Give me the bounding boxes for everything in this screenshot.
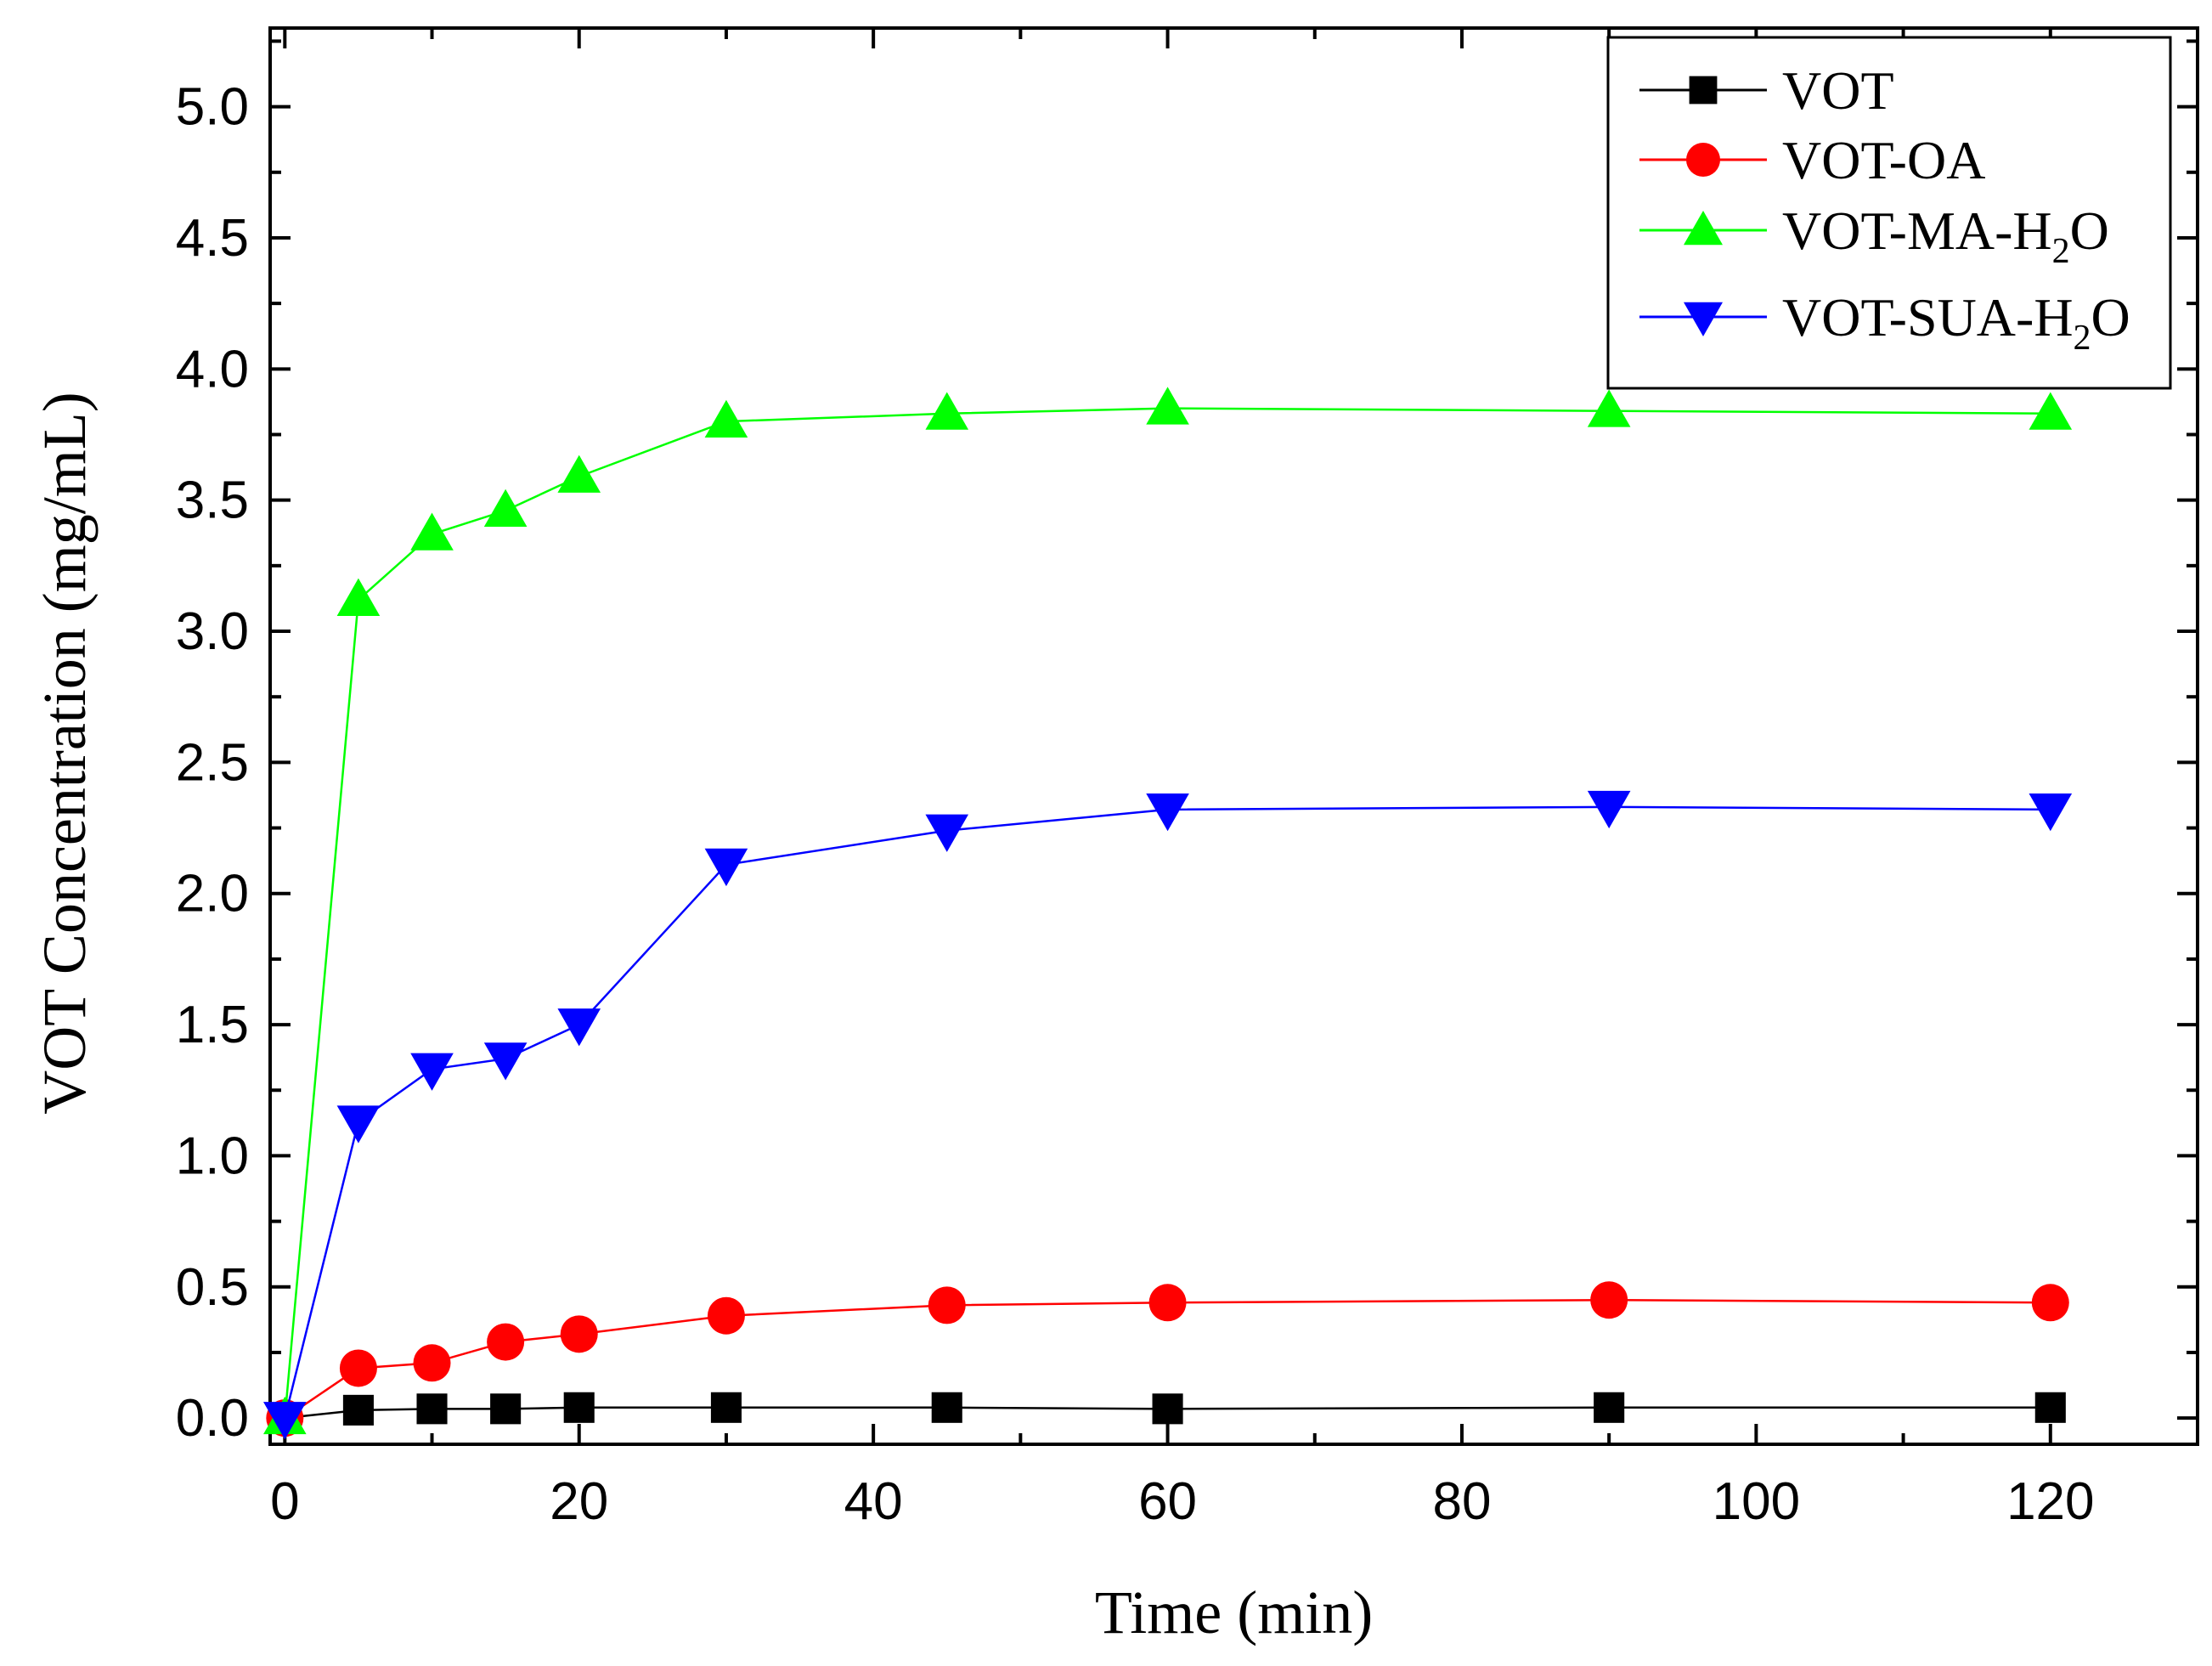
x-tick-label: 0 — [270, 1472, 299, 1531]
data-point — [925, 392, 969, 430]
data-point — [2029, 793, 2073, 832]
data-point — [1594, 1392, 1625, 1423]
data-point — [487, 1323, 525, 1361]
data-point — [1587, 389, 1631, 427]
data-point — [483, 489, 528, 527]
x-tick-label: 80 — [1432, 1472, 1491, 1531]
series-vot-sua-h2o — [263, 790, 2073, 1440]
legend-marker — [1686, 143, 1720, 177]
data-point — [1152, 1393, 1183, 1425]
series-vot — [269, 1392, 2066, 1434]
y-tick-label: 3.5 — [176, 472, 249, 530]
x-tick-label: 120 — [2006, 1472, 2094, 1531]
legend-item-vot-sua-h2o: VOT-SUA-H2O — [1639, 287, 2130, 358]
data-point — [263, 1402, 307, 1440]
data-point — [339, 1349, 377, 1387]
data-point — [410, 1053, 454, 1091]
data-point — [563, 1392, 595, 1423]
data-point — [1590, 1281, 1628, 1319]
plot-frame — [268, 26, 2199, 1446]
x-axis: 0 20 40 60 80 100 120 — [270, 28, 2199, 1531]
data-point — [416, 1393, 448, 1425]
y-tick-label: 1.5 — [176, 996, 249, 1054]
data-point — [336, 1105, 381, 1144]
legend-item-vot-ma-h2o: VOT-MA-H2O — [1639, 200, 2109, 271]
series-layer — [263, 387, 2073, 1440]
legend-label: VOT — [1782, 60, 1894, 121]
data-point — [557, 455, 601, 493]
legend-item-vot-oa: VOT-OA — [1639, 130, 1985, 190]
series-line — [284, 1298, 2051, 1420]
legend-marker — [1684, 302, 1723, 336]
data-point — [2034, 1392, 2066, 1423]
x-tick-label: 60 — [1138, 1472, 1197, 1531]
series-vot-ma-h2o — [263, 387, 2073, 1435]
legend-item-vot: VOT — [1639, 60, 1894, 121]
series-line — [284, 805, 2051, 1419]
data-point — [710, 1392, 742, 1423]
data-point — [560, 1315, 598, 1353]
x-tick-label: 100 — [1713, 1472, 1800, 1531]
legend-marker — [1689, 76, 1718, 104]
data-point — [1146, 387, 1189, 425]
data-point — [483, 1042, 528, 1081]
series-line — [284, 407, 2051, 1419]
data-point — [557, 1008, 601, 1047]
y-tick-label: 0.5 — [176, 1258, 249, 1317]
data-point — [336, 578, 381, 616]
x-tick-label: 20 — [550, 1472, 608, 1531]
data-point — [928, 1286, 966, 1324]
y-tick-label: 0.0 — [176, 1389, 249, 1448]
y-axis-title: VOT Concentration (mg/mL) — [31, 392, 99, 1115]
data-point — [342, 1394, 374, 1426]
legend-label: VOT-MA-H2O — [1782, 200, 2109, 271]
data-point — [490, 1393, 522, 1425]
data-point — [1587, 790, 1631, 829]
y-tick-label: 5.0 — [176, 78, 249, 137]
data-point — [931, 1392, 962, 1423]
legend-label: VOT-SUA-H2O — [1782, 287, 2130, 358]
data-point — [707, 1296, 745, 1335]
legend: VOT VOT-OA VOT-MA-H2O VOT-SUA-H2O — [1606, 36, 2172, 390]
data-point — [704, 848, 748, 887]
data-point — [2029, 392, 2073, 430]
data-point — [413, 1344, 451, 1382]
data-point — [704, 399, 748, 438]
y-tick-label: 3.0 — [176, 602, 249, 661]
y-tick-label: 1.0 — [176, 1127, 249, 1185]
data-point — [410, 512, 454, 551]
legend-marker — [1684, 211, 1723, 246]
y-tick-label: 2.5 — [176, 733, 249, 792]
y-axis: 0.0 0.5 1.0 1.5 2.0 2.5 3.0 3.5 4.0 4.5 5.0 — [176, 39, 2198, 1448]
x-axis-title: Time (min) — [1095, 1578, 1373, 1646]
y-tick-label: 2.0 — [176, 865, 249, 923]
y-tick-label: 4.0 — [176, 340, 249, 398]
data-point — [1148, 1284, 1187, 1322]
y-tick-label: 4.5 — [176, 209, 249, 268]
data-point — [925, 814, 969, 852]
series-vot-oa — [266, 1281, 2069, 1437]
x-tick-label: 40 — [844, 1472, 903, 1531]
data-point — [2031, 1284, 2069, 1322]
legend-label: VOT-OA — [1782, 130, 1985, 190]
data-point — [1146, 793, 1189, 832]
series-line — [285, 1406, 2051, 1420]
